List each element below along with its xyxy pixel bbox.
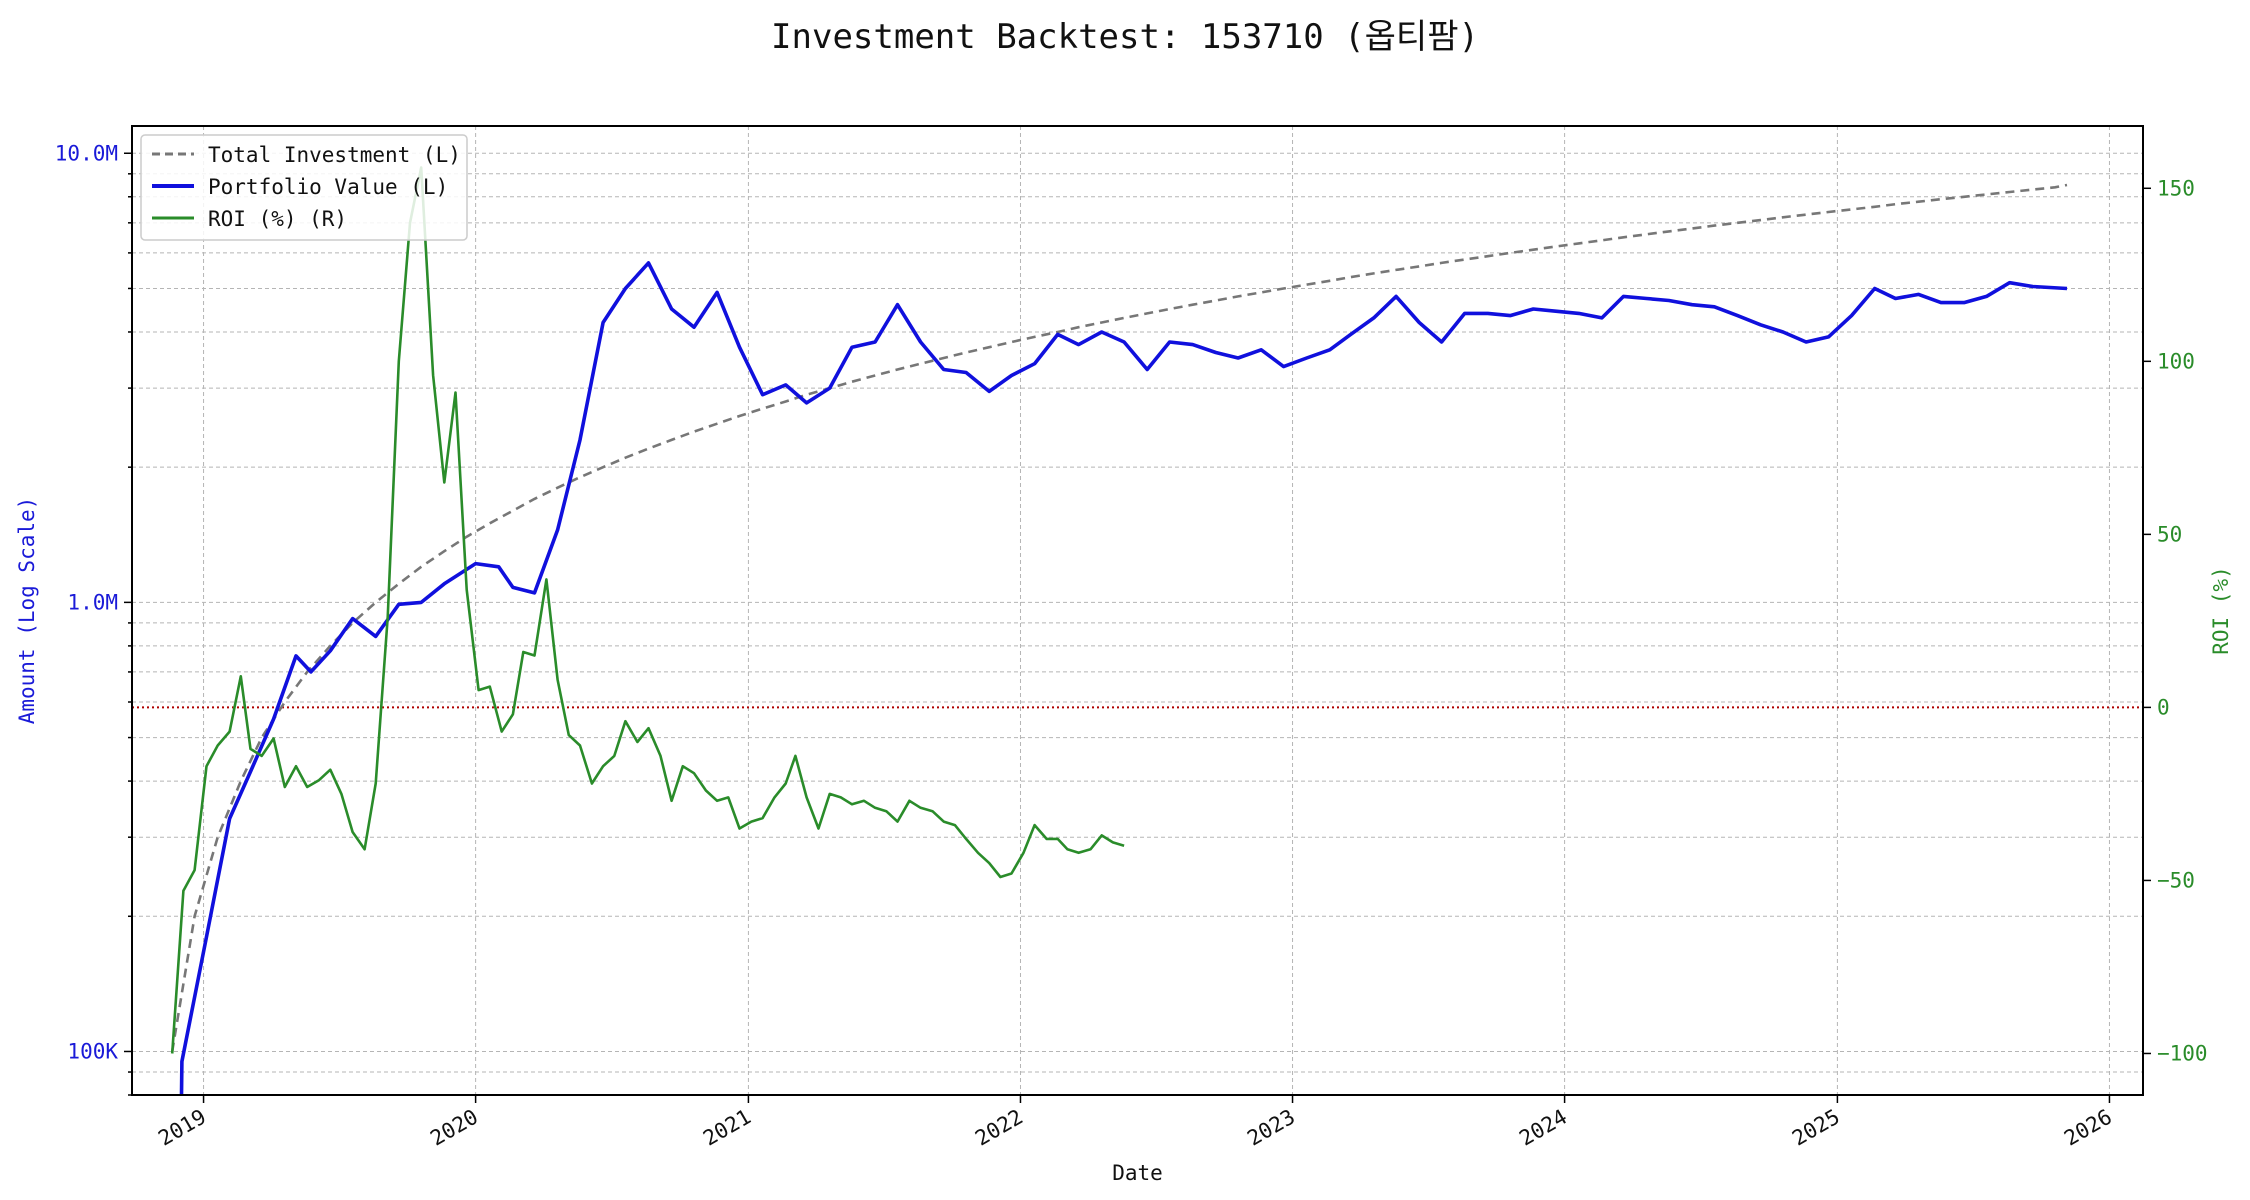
x-tick-label: 2026 — [2060, 1105, 2116, 1151]
grid — [124, 126, 2143, 1096]
x-tick-label: 2019 — [154, 1105, 210, 1151]
legend-label-roi: ROI (%) (R) — [208, 207, 347, 231]
y-left-tick-label: 1.0M — [67, 590, 118, 614]
x-tick-label: 2021 — [699, 1105, 755, 1151]
x-axis-label: Date — [1112, 1161, 1163, 1185]
plot-frame — [131, 125, 2144, 1096]
right-axis-ticks: −100 −50 0 50 100 150 — [2143, 176, 2208, 1065]
y-right-tick-label: 0 — [2157, 695, 2170, 719]
x-tick-label: 2020 — [426, 1105, 482, 1151]
legend: Total Investment (L) Portfolio Value (L)… — [140, 134, 468, 241]
roi-line — [170, 166, 1125, 1054]
total-investment-line — [170, 183, 2068, 1052]
legend-label-portfolio-value: Portfolio Value (L) — [208, 175, 448, 199]
y-left-tick-label: 10.0M — [55, 141, 118, 165]
series-layer — [170, 166, 2068, 1095]
chart-title: Investment Backtest: 153710 (옵티팜) — [771, 17, 1479, 57]
x-tick-label: 2023 — [1243, 1105, 1299, 1151]
y-axis-right-label: ROI (%) — [2209, 566, 2233, 655]
x-axis-ticks: 2019 2020 2021 2022 2023 2024 2025 2026 — [154, 1095, 2116, 1151]
x-tick-label: 2025 — [1788, 1105, 1844, 1151]
legend-box — [140, 134, 468, 241]
left-axis-ticks: 100K 1.0M 10.0M — [55, 141, 119, 1063]
y-right-tick-label: 150 — [2157, 176, 2195, 200]
y-right-tick-label: 50 — [2157, 522, 2182, 546]
y-right-tick-label: −50 — [2157, 868, 2195, 892]
x-tick-label: 2022 — [971, 1105, 1027, 1151]
x-tick-label: 2024 — [1515, 1105, 1571, 1151]
y-left-tick-label: 100K — [67, 1039, 118, 1063]
y-axis-left-label: Amount (Log Scale) — [15, 497, 39, 725]
y-right-tick-label: −100 — [2157, 1041, 2208, 1065]
legend-label-total-investment: Total Investment (L) — [208, 143, 461, 167]
y-right-tick-label: 100 — [2157, 349, 2195, 373]
portfolio-value-line — [179, 261, 2068, 1095]
